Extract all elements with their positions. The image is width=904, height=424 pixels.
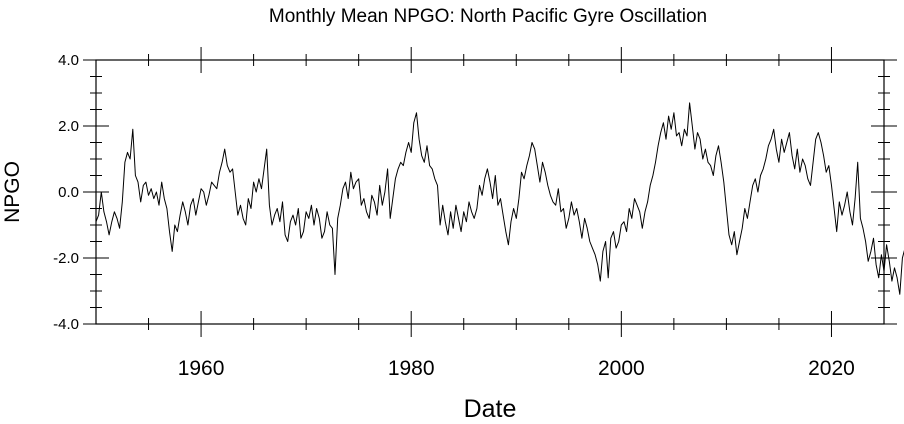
axis-ticks [83,47,897,337]
y-tick-label: 4.0 [58,52,79,69]
x-tick-label: 1960 [178,357,225,380]
y-tick-label: -2.0 [53,250,79,267]
y-tick-label: -4.0 [53,316,79,333]
x-tick-labels: 1960 1980 2000 2020 [178,357,855,380]
y-tick-label: 0.0 [58,184,79,201]
y-tick-labels: -4.0 -2.0 0.0 2.0 4.0 [53,52,79,333]
y-axis-label: NPGO [1,161,24,223]
x-tick-label: 1980 [388,357,435,380]
x-axis-label: Date [464,395,517,423]
y-tick-label: 2.0 [58,118,79,135]
plot-frame [95,59,885,325]
x-tick-label: 2020 [808,357,855,380]
x-tick-label: 2000 [598,357,645,380]
chart-title: Monthly Mean NPGO: North Pacific Gyre Os… [269,6,707,27]
npgo-series-line [95,102,904,295]
